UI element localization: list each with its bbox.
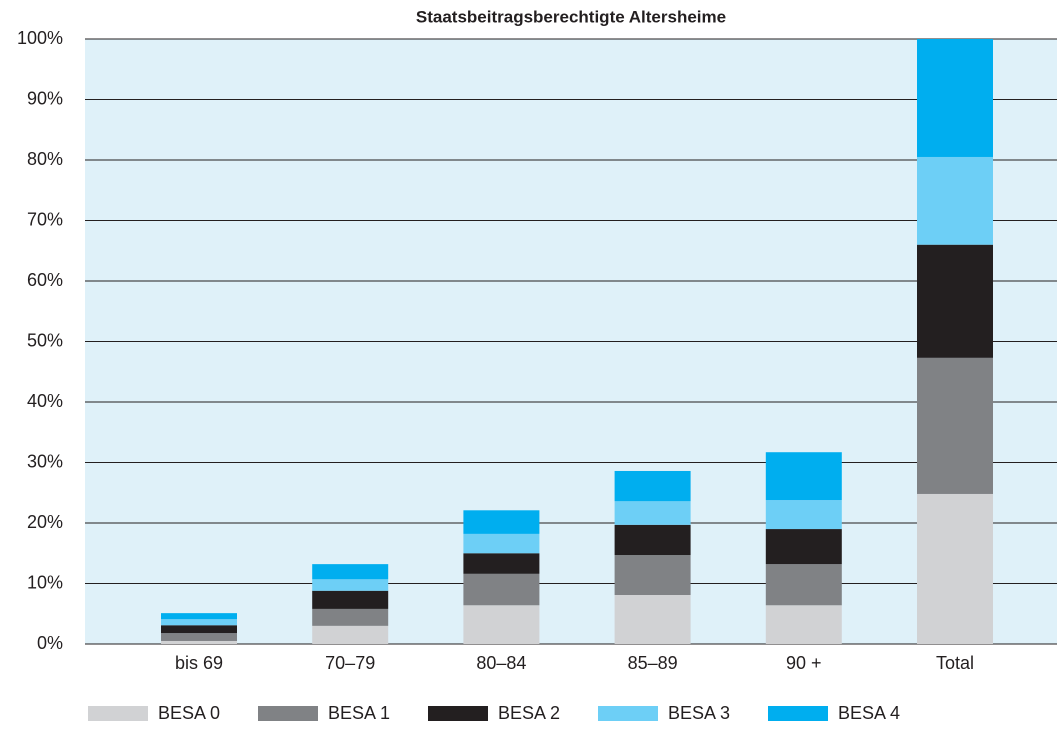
legend-swatch (428, 706, 488, 721)
bar-segment (614, 594, 691, 644)
bar-segment (765, 500, 842, 530)
legend-label: BESA 1 (328, 703, 390, 723)
x-tick-label: 80–84 (476, 653, 526, 673)
bar-segment (312, 608, 389, 626)
y-tick-label: 50% (27, 330, 63, 350)
bar-segment (161, 613, 237, 620)
legend-swatch (768, 706, 828, 721)
bar-segment (765, 452, 842, 501)
legend-label: BESA 0 (158, 703, 220, 723)
y-tick-label: 70% (27, 209, 63, 229)
bar-segment (463, 533, 540, 554)
x-tick-label: 90 + (786, 653, 822, 673)
bar-segment (765, 529, 842, 565)
legend-label: BESA 4 (838, 703, 900, 723)
y-tick-label: 100% (17, 28, 63, 48)
y-tick-label: 90% (27, 88, 63, 108)
legend-label: BESA 2 (498, 703, 560, 723)
x-tick-label: 70–79 (325, 653, 375, 673)
y-tick-label: 80% (27, 149, 63, 169)
y-tick-label: 10% (27, 572, 63, 592)
x-tick-label: 85–89 (628, 653, 678, 673)
legend-label: BESA 3 (668, 703, 730, 723)
bar-segment (917, 39, 993, 157)
bar-segment (463, 553, 540, 574)
y-tick-label: 0% (37, 633, 63, 653)
bar-segment (312, 590, 389, 609)
y-tick-label: 60% (27, 270, 63, 290)
bar-segment (161, 619, 237, 626)
y-tick-label: 20% (27, 512, 63, 532)
y-tick-label: 40% (27, 391, 63, 411)
bar-segment (463, 573, 540, 606)
bar-segment (161, 640, 237, 644)
bar-segment (917, 357, 993, 494)
bar-segment (614, 524, 691, 556)
legend-swatch (258, 706, 318, 721)
bar-segment (765, 605, 842, 644)
bar-segment (463, 510, 540, 534)
bar-segment (312, 625, 389, 644)
chart-title: Staatsbeitragsberechtigte Altersheime (416, 7, 726, 26)
legend-swatch (598, 706, 658, 721)
legend-swatch (88, 706, 148, 721)
bar-segment (161, 633, 237, 641)
bar-segment (765, 564, 842, 606)
bar-segment (917, 244, 993, 358)
bar-segment (917, 493, 993, 644)
bar-segment (614, 501, 691, 525)
bar-segment (312, 564, 389, 580)
bar-segment (161, 625, 237, 634)
bar-segment (614, 555, 691, 595)
y-tick-label: 30% (27, 451, 63, 471)
bar-segment (463, 605, 540, 644)
bar-segment (614, 470, 691, 502)
x-tick-label: bis 69 (175, 653, 223, 673)
bar-segment (312, 579, 389, 591)
x-tick-label: Total (936, 653, 974, 673)
bar-segment (917, 156, 993, 245)
